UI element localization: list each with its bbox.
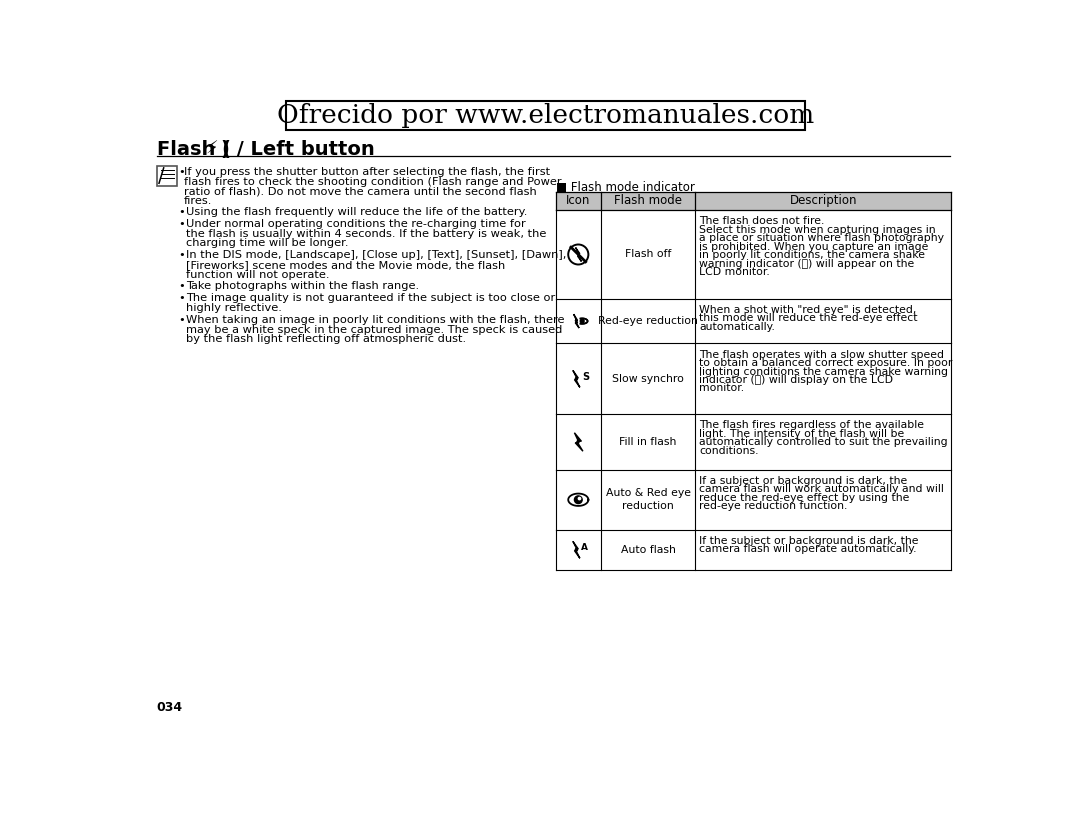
Text: If the subject or background is dark, the: If the subject or background is dark, th…	[699, 536, 919, 546]
Text: flash fires to check the shooting condition (Flash range and Power: flash fires to check the shooting condit…	[184, 177, 562, 187]
Text: Auto & Red eye
reduction: Auto & Red eye reduction	[606, 488, 690, 511]
Polygon shape	[575, 433, 583, 452]
Text: is prohibited. When you capture an image: is prohibited. When you capture an image	[699, 242, 929, 252]
Text: When a shot with "red eye" is detected,: When a shot with "red eye" is detected,	[699, 305, 917, 315]
Text: •: •	[178, 219, 185, 229]
Text: •: •	[178, 315, 185, 325]
Text: 034: 034	[157, 701, 183, 714]
Text: Description: Description	[789, 195, 856, 208]
Circle shape	[575, 496, 582, 504]
Text: [Fireworks] scene modes and the Movie mode, the flash: [Fireworks] scene modes and the Movie mo…	[186, 260, 505, 270]
Text: ■ Flash mode indicator: ■ Flash mode indicator	[556, 181, 694, 194]
Text: Icon: Icon	[566, 195, 591, 208]
Text: by the flash light reflecting off atmospheric dust.: by the flash light reflecting off atmosp…	[186, 334, 467, 344]
Text: If a subject or background is dark, the: If a subject or background is dark, the	[699, 476, 907, 486]
Text: may be a white speck in the captured image. The speck is caused: may be a white speck in the captured ima…	[186, 324, 563, 335]
Text: A: A	[581, 543, 589, 552]
Text: •: •	[178, 207, 185, 217]
Text: reduce the red-eye effect by using the: reduce the red-eye effect by using the	[699, 493, 909, 503]
Bar	[556, 192, 951, 210]
Bar	[286, 101, 806, 130]
Text: light. The intensity of the flash will be: light. The intensity of the flash will b…	[699, 429, 904, 439]
Text: •: •	[178, 293, 185, 303]
Text: in poorly lit conditions, the camera shake: in poorly lit conditions, the camera sha…	[699, 250, 926, 260]
Text: Using the flash frequently will reduce the life of the battery.: Using the flash frequently will reduce t…	[186, 207, 527, 217]
Text: In the DIS mode, [Landscape], [Close up], [Text], [Sunset], [Dawn],: In the DIS mode, [Landscape], [Close up]…	[186, 250, 567, 260]
Text: function will not operate.: function will not operate.	[186, 270, 329, 280]
Text: Fill in flash: Fill in flash	[619, 437, 677, 447]
Text: camera flash will work automatically and will: camera flash will work automatically and…	[699, 484, 944, 495]
Text: indicator (Ⓙ) will display on the LCD: indicator (Ⓙ) will display on the LCD	[699, 375, 893, 385]
Text: The flash fires regardless of the available: The flash fires regardless of the availa…	[699, 421, 924, 430]
Polygon shape	[573, 314, 579, 328]
Text: Slow synchro: Slow synchro	[612, 374, 684, 384]
Text: Flash (: Flash (	[157, 140, 231, 159]
Text: warning indicator (Ⓙ) will appear on the: warning indicator (Ⓙ) will appear on the	[699, 258, 915, 269]
Text: charging time will be longer.: charging time will be longer.	[186, 238, 349, 249]
Bar	[157, 165, 177, 186]
Text: ) / Left button: ) / Left button	[221, 140, 375, 159]
Text: The flash does not fire.: The flash does not fire.	[699, 216, 824, 227]
Text: The flash operates with a slow shutter speed: The flash operates with a slow shutter s…	[699, 350, 944, 359]
Text: LCD monitor.: LCD monitor.	[699, 267, 770, 277]
Text: the flash is usually within 4 seconds. If the battery is weak, the: the flash is usually within 4 seconds. I…	[186, 229, 546, 239]
Text: to obtain a balanced correct exposure. In poor: to obtain a balanced correct exposure. I…	[699, 358, 953, 368]
Text: fires.: fires.	[184, 196, 212, 206]
Text: automatically controlled to suit the prevailing: automatically controlled to suit the pre…	[699, 438, 948, 447]
Text: this mode will reduce the red-eye effect: this mode will reduce the red-eye effect	[699, 314, 918, 324]
Text: ⚡: ⚡	[205, 140, 218, 158]
Polygon shape	[572, 541, 580, 558]
Text: The image quality is not guaranteed if the subject is too close or: The image quality is not guaranteed if t…	[186, 293, 555, 303]
Text: Auto flash: Auto flash	[621, 544, 675, 555]
Text: lighting conditions the camera shake warning: lighting conditions the camera shake war…	[699, 367, 948, 377]
Text: When taking an image in poorly lit conditions with the flash, there: When taking an image in poorly lit condi…	[186, 315, 565, 325]
Text: Under normal operating conditions the re-charging time for: Under normal operating conditions the re…	[186, 219, 526, 229]
Text: conditions.: conditions.	[699, 446, 759, 456]
Text: Flash mode: Flash mode	[615, 195, 683, 208]
Text: •: •	[178, 281, 185, 292]
Text: Flash off: Flash off	[625, 249, 672, 259]
Text: Red-eye reduction: Red-eye reduction	[598, 316, 698, 326]
Text: •: •	[178, 167, 185, 177]
Text: ratio of flash). Do not move the camera until the second flash: ratio of flash). Do not move the camera …	[184, 187, 537, 196]
Polygon shape	[576, 248, 581, 262]
Text: camera flash will operate automatically.: camera flash will operate automatically.	[699, 544, 917, 554]
Text: S: S	[582, 372, 590, 382]
Text: Select this mode when capturing images in: Select this mode when capturing images i…	[699, 225, 936, 235]
Circle shape	[578, 497, 581, 500]
Text: red-eye reduction function.: red-eye reduction function.	[699, 501, 848, 511]
Text: a place or situation where flash photography: a place or situation where flash photogr…	[699, 233, 944, 244]
Text: Ofrecido por www.electromanuales.com: Ofrecido por www.electromanuales.com	[278, 103, 814, 128]
Polygon shape	[572, 370, 580, 387]
Text: automatically.: automatically.	[699, 322, 775, 332]
Text: Take photographs within the flash range.: Take photographs within the flash range.	[186, 281, 419, 292]
Text: monitor.: monitor.	[699, 384, 744, 394]
Circle shape	[580, 319, 584, 323]
Text: If you press the shutter button after selecting the flash, the first: If you press the shutter button after se…	[184, 167, 550, 177]
Text: highly reflective.: highly reflective.	[186, 303, 282, 313]
Text: •: •	[178, 250, 185, 260]
